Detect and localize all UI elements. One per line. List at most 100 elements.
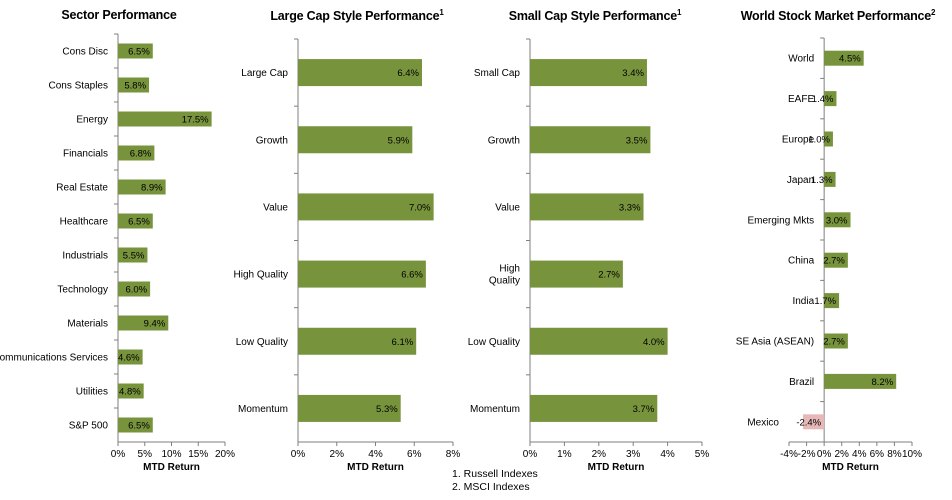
- x-tick-label: 4%: [368, 449, 383, 460]
- bar: [803, 414, 825, 430]
- sector-performance-panel: Sector Performance 0% 5% 10% 15% 20% MTD Retu…: [0, 0, 238, 500]
- category-label-line: Large Cap: [241, 68, 288, 79]
- category-label-line: Value: [263, 202, 288, 213]
- category-label-line: Momentum: [470, 404, 520, 415]
- footnotes: 1. Russell Indexes 2. MSCI Indexes: [452, 468, 538, 494]
- x-tick-label: 2%: [592, 449, 607, 460]
- bar: [118, 383, 144, 399]
- bar: [530, 327, 668, 355]
- category-label-line: Cons Staples: [49, 81, 108, 92]
- category-label-line: Mexico: [747, 417, 779, 428]
- x-tick-label: 3%: [626, 449, 641, 460]
- category-label-line: Low Quality: [236, 337, 288, 348]
- small-cap-style-chart: 0% 1% 2% 3% 4% 5% MTD Return Small Cap 3.4% Growt…: [468, 38, 710, 473]
- category-label: Brazil: [789, 377, 814, 388]
- x-tick-label: 0%: [523, 449, 538, 460]
- bar: [118, 179, 166, 195]
- bar: [118, 247, 148, 263]
- category-label: Cons Disc: [62, 47, 108, 58]
- category-label: China: [788, 256, 815, 267]
- category-label: Healthcare: [60, 217, 109, 228]
- category-label: Momentum: [470, 404, 520, 415]
- category-label-line: Growth: [488, 135, 520, 146]
- chart-title: Small Cap Style Performance1: [508, 8, 682, 24]
- category-label-line: World: [788, 54, 814, 65]
- data-label: 5.3%: [376, 404, 398, 415]
- bar: [824, 293, 840, 309]
- category-label: Large Cap: [241, 68, 288, 79]
- bar: [298, 193, 434, 221]
- category-label: Low Quality: [236, 337, 288, 348]
- category-label: High Quality: [489, 264, 520, 287]
- bar: [824, 373, 897, 389]
- x-tick-label: 5%: [138, 449, 153, 460]
- data-label: 3.3%: [619, 202, 641, 213]
- data-label: 7.0%: [409, 202, 431, 213]
- bar: [298, 59, 422, 87]
- bar: [824, 333, 848, 349]
- data-label: 6.0%: [125, 285, 147, 296]
- data-label: 3.0%: [826, 215, 848, 226]
- world-market-chart: -4% -2% 0% 2% 4% 6% 8% 10% MTD Return World 4.5% EA…: [736, 37, 922, 473]
- title-footnote-marker: 1: [439, 8, 444, 17]
- data-label: 17.5%: [182, 115, 209, 126]
- category-label-line: Low Quality: [468, 337, 520, 348]
- category-label-line: Real Estate: [56, 183, 108, 194]
- x-tick-label: 0%: [291, 449, 306, 460]
- data-label: 1.4%: [812, 94, 834, 105]
- category-label-line: Technology: [57, 285, 108, 296]
- category-label-line: Healthcare: [60, 217, 109, 228]
- category-label: Emerging Mkts: [747, 215, 814, 226]
- x-tick-label: 4%: [660, 449, 675, 460]
- data-label: 1.0%: [808, 135, 830, 146]
- category-label-line: S&P 500: [69, 421, 109, 432]
- category-label-line: SE Asia (ASEAN): [736, 337, 814, 348]
- x-tick-label: 0%: [111, 449, 126, 460]
- category-label: High Quality: [234, 270, 288, 281]
- title-footnote-marker: 2: [931, 8, 936, 17]
- category-label: Utilities: [76, 387, 108, 398]
- category-label: World: [788, 54, 814, 65]
- bar: [530, 193, 644, 221]
- category-label: Small Cap: [474, 68, 521, 79]
- x-tick-label: 5%: [695, 449, 710, 460]
- sector-performance-chart: 0% 5% 10% 15% 20% MTD Return Cons Disc 6.5% Cons…: [0, 33, 235, 473]
- data-label: -2.4%: [796, 417, 821, 428]
- data-label: 2.7%: [598, 270, 620, 281]
- category-label-line: India: [792, 296, 814, 307]
- data-label: 1.3%: [811, 175, 833, 186]
- data-label: 6.1%: [392, 337, 414, 348]
- category-label-line: Europe: [782, 135, 815, 146]
- bar: [824, 131, 833, 147]
- data-label: 8.9%: [141, 183, 163, 194]
- bar: [118, 315, 169, 331]
- category-label-line: EAFE: [788, 94, 814, 105]
- x-tick-label: 6%: [870, 449, 885, 460]
- x-tick-label: 6%: [407, 449, 422, 460]
- bar: [118, 43, 153, 59]
- bar: [118, 213, 153, 229]
- small-cap-style-panel: Small Cap Style Performance1 0% 1% 2% 3% 4% 5…: [468, 0, 714, 500]
- x-tick-label: 0%: [817, 449, 832, 460]
- category-label-line: Financials: [63, 149, 108, 160]
- category-label: Low Quality: [468, 337, 520, 348]
- bar: [298, 260, 426, 288]
- chart-title: Large Cap Style Performance1: [270, 8, 444, 24]
- category-label-line: Communications Services: [0, 353, 108, 364]
- category-label-line: Momentum: [238, 404, 288, 415]
- category-label: Growth: [256, 135, 288, 146]
- category-label-line: High Quality: [234, 270, 288, 281]
- data-label: 3.4%: [622, 68, 644, 79]
- data-label: 3.7%: [633, 404, 655, 415]
- bar: [824, 252, 848, 268]
- x-tick-label: 20%: [215, 449, 235, 460]
- category-label-line: Small Cap: [474, 68, 521, 79]
- category-label: Value: [263, 202, 288, 213]
- x-tick-label: -4%: [780, 449, 798, 460]
- data-label: 6.5%: [128, 47, 150, 58]
- bar: [118, 281, 151, 297]
- bar: [118, 349, 143, 365]
- bar: [530, 394, 658, 422]
- data-label: 4.5%: [839, 54, 861, 65]
- category-label: India: [792, 296, 814, 307]
